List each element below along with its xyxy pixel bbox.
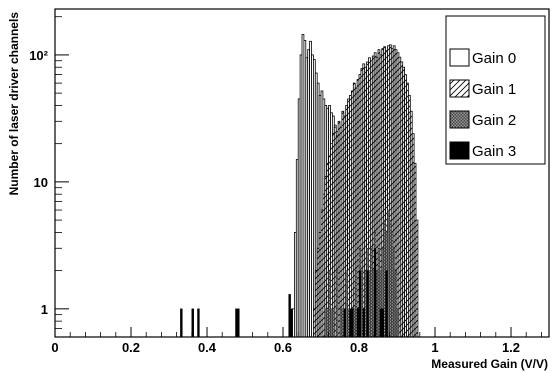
histogram-bar <box>394 270 398 338</box>
histogram-bar <box>339 308 343 338</box>
legend-swatch-gain-3 <box>449 141 470 160</box>
histogram-bar <box>332 308 335 338</box>
x-tick-label: 0.4 <box>198 340 217 355</box>
histogram-bar <box>392 248 396 338</box>
histogram-bar <box>330 308 333 338</box>
y-tick-label: 1 <box>41 302 48 317</box>
legend-label-gain-3: Gain 3 <box>472 143 516 160</box>
histogram-bar <box>349 308 352 338</box>
legend-swatch-gain-1 <box>449 79 470 98</box>
x-tick-label: 0.6 <box>274 340 292 355</box>
histogram-bar <box>366 270 369 338</box>
x-tick-label: 0.8 <box>350 340 368 355</box>
histogram-bar <box>415 219 419 338</box>
histogram-bar <box>396 308 400 338</box>
x-axis-title: Measured Gain (V/V) <box>431 357 548 371</box>
histogram-bar <box>328 270 331 338</box>
plot-frame <box>54 8 550 338</box>
histogram-bar <box>324 308 327 338</box>
axis-tick-labels: 0 0.2 0.4 0.6 0.8 1 1.2 1 10 10² <box>29 48 520 355</box>
histogram-bar <box>290 308 293 338</box>
histogram-bar <box>377 248 381 338</box>
x-tick-label: 0 <box>51 340 58 355</box>
histogram-bar <box>385 270 388 338</box>
legend-item-gain-0: Gain 0 <box>449 48 516 67</box>
legend-label-gain-2: Gain 2 <box>472 112 516 129</box>
series-gain-3 <box>180 248 388 338</box>
histogram-bar <box>373 248 377 338</box>
histogram-bar <box>372 270 375 338</box>
histogram-bar <box>197 308 200 338</box>
histogram-bar <box>389 219 392 338</box>
histogram-bar <box>375 270 379 338</box>
legend-swatch-gain-0 <box>449 48 470 67</box>
legend-swatch-gain-2 <box>449 110 470 129</box>
histogram-bar <box>383 219 386 338</box>
legend-label-gain-0: Gain 0 <box>472 50 516 67</box>
histogram-bar <box>370 248 373 338</box>
legend: Gain 0 Gain 1 Gain 2 Gain 3 <box>445 15 546 165</box>
histogram-bar <box>391 232 394 338</box>
histogram-bar <box>364 270 367 338</box>
legend-item-gain-2: Gain 2 <box>449 110 516 129</box>
histogram-bar <box>387 209 390 338</box>
histogram-bar <box>354 270 358 338</box>
x-tick-label: 1.2 <box>502 340 520 355</box>
y-tick-label: 10² <box>29 48 48 63</box>
histogram-bar <box>347 308 350 338</box>
histogram-bar <box>362 308 365 338</box>
x-tick-label: 0.2 <box>122 340 140 355</box>
y-tick-label: 10 <box>34 175 48 190</box>
legend-item-gain-1: Gain 1 <box>449 79 516 98</box>
legend-item-gain-3: Gain 3 <box>449 141 516 160</box>
histogram-bar <box>360 270 364 338</box>
histogram-bar <box>381 308 384 338</box>
histogram-bar <box>345 270 348 338</box>
histogram-bar <box>351 308 354 338</box>
x-tick-label: 1 <box>431 340 438 355</box>
y-axis-title: Number of laser driver channels <box>7 12 21 196</box>
histogram-bar <box>353 308 356 338</box>
histogram-bar <box>335 270 339 338</box>
histogram-series <box>180 34 419 338</box>
histogram-bar <box>368 270 371 338</box>
histogram-bar <box>180 308 183 338</box>
axis-ticks <box>54 16 542 338</box>
histogram-bar <box>379 308 383 338</box>
histogram-bar <box>288 294 291 338</box>
legend-label-gain-1: Gain 1 <box>472 81 516 98</box>
